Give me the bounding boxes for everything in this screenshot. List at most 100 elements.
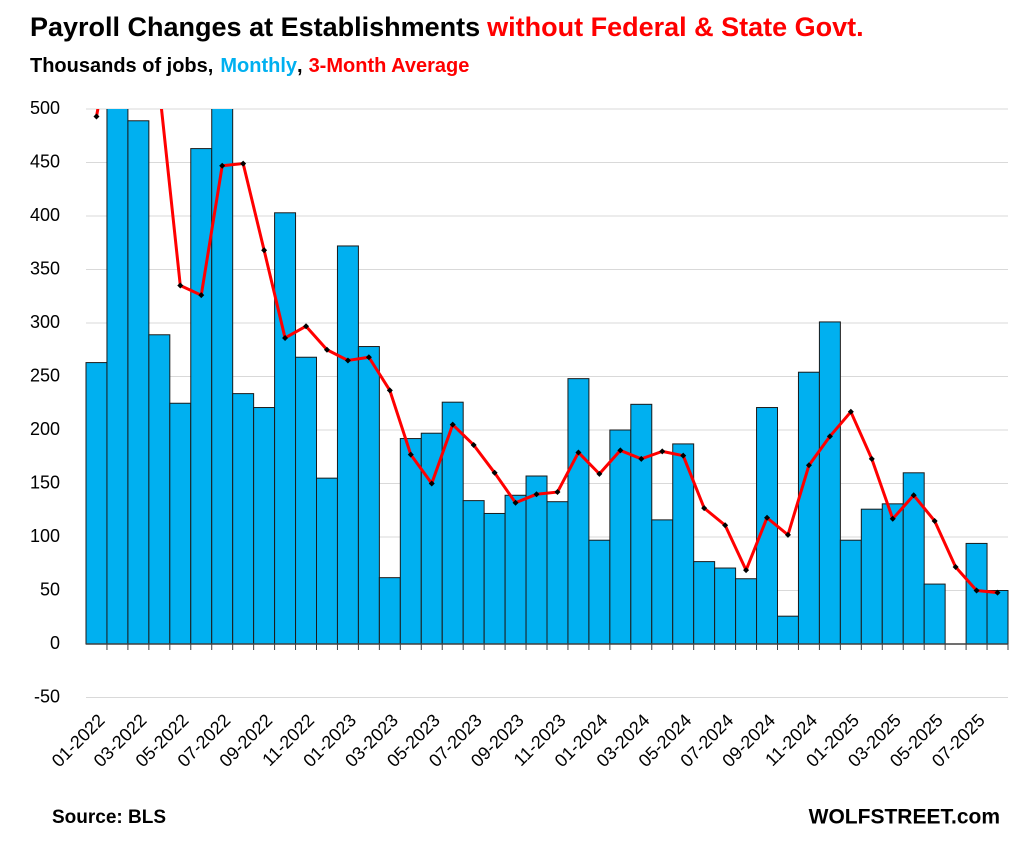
y-tick-label: 50 <box>40 579 60 599</box>
bar <box>232 393 255 645</box>
bar <box>316 477 338 645</box>
bar <box>546 501 569 645</box>
bar <box>274 212 297 645</box>
subtitle-text: Thousands of jobs, <box>30 55 214 77</box>
bar <box>965 542 988 645</box>
y-tick-label: 300 <box>30 312 60 332</box>
average-marker <box>114 0 120 5</box>
bar <box>127 120 150 645</box>
average-marker <box>386 387 393 394</box>
y-tick-label: 0 <box>50 633 60 653</box>
average-marker <box>240 160 247 167</box>
y-tick-label: 100 <box>30 526 60 546</box>
bar <box>777 615 799 645</box>
average-line <box>95 109 998 595</box>
average-marker <box>680 452 687 459</box>
bar <box>357 346 380 645</box>
average-marker <box>135 94 141 100</box>
average-marker <box>910 492 917 499</box>
average-marker <box>93 113 100 120</box>
average-marker <box>722 522 729 529</box>
average-marker <box>156 86 162 92</box>
bar <box>399 438 422 645</box>
title-text: Payroll Changes at Establishments <box>30 12 481 42</box>
subtitle: Thousands of jobs, Monthly, 3-Month Averag… <box>30 55 476 78</box>
subtitle-separator: , <box>297 55 303 77</box>
bar <box>525 475 548 645</box>
average-marker <box>868 455 875 462</box>
y-tick-label: 500 <box>30 98 60 118</box>
bar <box>567 378 590 645</box>
average-marker <box>470 441 477 448</box>
average-marker <box>931 517 938 524</box>
average-marker <box>303 323 310 330</box>
average-marker <box>323 346 330 353</box>
bar <box>986 590 1009 645</box>
average-marker <box>554 489 561 496</box>
average-marker <box>847 408 854 415</box>
bar <box>735 578 758 645</box>
bar <box>169 402 192 645</box>
average-marker <box>659 448 666 455</box>
average-marker <box>219 162 226 169</box>
average-marker <box>889 515 896 522</box>
average-marker <box>198 292 205 299</box>
average-marker <box>994 589 1001 596</box>
bar <box>609 429 632 645</box>
bar <box>378 577 401 645</box>
average-marker <box>575 449 582 456</box>
average-marker <box>617 447 624 454</box>
average-marker <box>449 421 456 428</box>
bar <box>756 407 779 645</box>
average-marker <box>638 455 645 462</box>
average-marker <box>177 282 184 289</box>
bar <box>336 245 359 645</box>
average-marker <box>952 563 959 570</box>
average-marker <box>407 451 414 458</box>
y-tick-label: 250 <box>30 365 60 385</box>
bar <box>462 500 485 645</box>
average-marker <box>428 480 435 487</box>
bar <box>818 321 841 645</box>
bar <box>253 407 276 645</box>
y-tick-label: 400 <box>30 205 60 225</box>
average-marker <box>365 354 372 361</box>
bar <box>588 539 611 645</box>
credit: WOLFSTREET.com <box>809 806 1000 829</box>
bar <box>441 401 464 645</box>
bar <box>693 561 716 645</box>
average-marker <box>491 469 498 476</box>
title: Payroll Changes at Establishments without… <box>30 12 871 43</box>
legend-average: 3-Month Average <box>308 55 470 77</box>
bar <box>190 148 213 645</box>
legend-monthly: Monthly <box>220 55 297 77</box>
bar <box>483 512 506 645</box>
average-marker <box>764 514 771 521</box>
average-marker <box>973 587 980 594</box>
average-marker <box>826 433 833 440</box>
bar <box>106 109 129 645</box>
average-marker <box>784 531 791 538</box>
bar <box>504 494 527 645</box>
bar <box>630 403 653 645</box>
average-marker <box>596 470 603 477</box>
bar <box>148 334 171 645</box>
bar <box>295 356 317 645</box>
bar <box>881 503 904 645</box>
bar <box>85 362 108 645</box>
bar <box>797 371 820 645</box>
y-tick-label: 200 <box>30 419 60 439</box>
bar <box>651 519 674 645</box>
bar <box>839 539 862 645</box>
average-marker <box>743 567 750 574</box>
bar <box>860 508 883 645</box>
average-marker <box>512 499 519 506</box>
bar <box>714 567 737 645</box>
source: Source: BLS <box>52 807 166 828</box>
bar <box>211 109 234 645</box>
average-marker <box>261 247 268 254</box>
title-highlight: without Federal & State Govt. <box>487 12 864 42</box>
y-tick-label: -50 <box>34 686 60 706</box>
